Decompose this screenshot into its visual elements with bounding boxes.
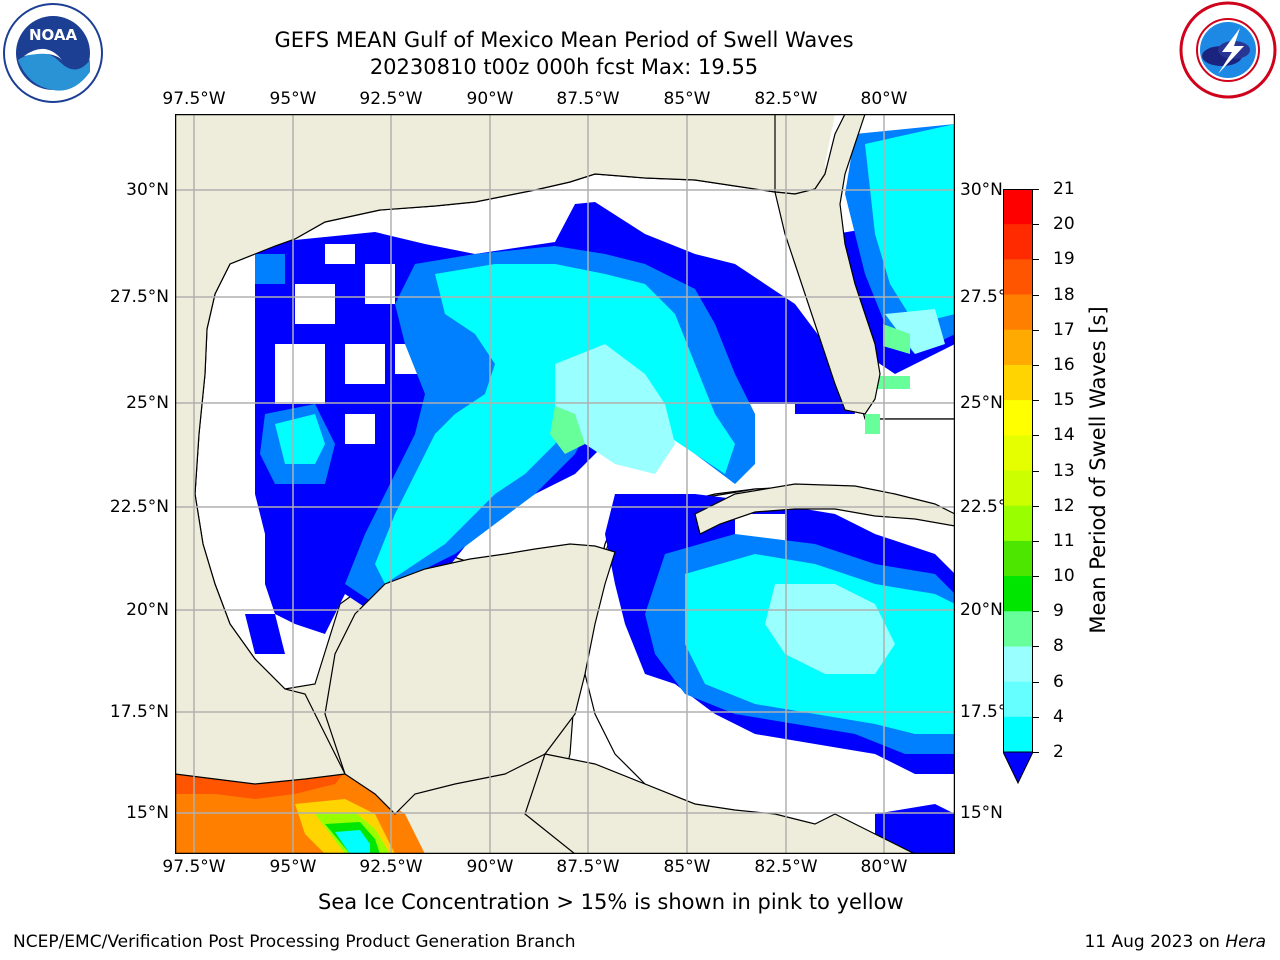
lon-label-bottom: 95°W <box>270 857 317 877</box>
footer-date: 11 Aug 2023 on Hera <box>1084 932 1266 952</box>
colorbar-swatch <box>1003 682 1033 718</box>
lat-label-left: 20°N <box>126 600 169 620</box>
lon-label-bottom: 87.5°W <box>556 857 619 877</box>
colorbar-tick-mark <box>1033 224 1039 225</box>
colorbar-tick-mark <box>1033 506 1039 507</box>
colorbar-swatch <box>1003 330 1033 366</box>
colorbar-tick-label: 4 <box>1053 707 1064 727</box>
colorbar-swatch <box>1003 506 1033 542</box>
colorbar-tick-mark <box>1033 576 1039 577</box>
lon-label-top: 80°W <box>861 89 908 109</box>
colorbar-tick-label: 16 <box>1053 355 1075 375</box>
lat-label-left: 30°N <box>126 180 169 200</box>
colorbar-tick-label: 12 <box>1053 496 1075 516</box>
colorbar-swatch <box>1003 646 1033 682</box>
colorbar-tick-mark <box>1033 752 1039 753</box>
colorbar-tick-label: 17 <box>1053 320 1075 340</box>
colorbar-swatch <box>1003 541 1033 577</box>
colorbar-tick-mark <box>1033 259 1039 260</box>
colorbar-tick-mark <box>1033 717 1039 718</box>
colorbar-swatch <box>1003 611 1033 647</box>
colorbar-swatch <box>1003 259 1033 295</box>
colorbar-extend-arrow <box>1003 752 1033 783</box>
chart-subtitle: 20230810 t00z 000h fcst Max: 19.55 <box>0 54 1128 80</box>
colorbar-tick-label: 8 <box>1053 636 1064 656</box>
lon-label-bottom: 80°W <box>861 857 908 877</box>
map-frame <box>175 114 955 854</box>
colorbar-tick-label: 18 <box>1053 285 1075 305</box>
lon-label-bottom: 97.5°W <box>162 857 225 877</box>
colorbar-swatch <box>1003 365 1033 401</box>
lon-label-bottom: 90°W <box>467 857 514 877</box>
lon-label-top: 92.5°W <box>359 89 422 109</box>
lat-label-right: 15°N <box>960 803 1003 823</box>
footer-date-text: 11 Aug 2023 on <box>1084 932 1225 952</box>
colorbar-swatch <box>1003 400 1033 436</box>
lon-label-bottom: 82.5°W <box>754 857 817 877</box>
lat-label-right: 20°N <box>960 600 1003 620</box>
colorbar-swatch <box>1003 576 1033 612</box>
colorbar-tick-mark <box>1033 682 1039 683</box>
colorbar <box>1003 189 1033 784</box>
lat-label-right: 25°N <box>960 393 1003 413</box>
lon-label-top: 95°W <box>270 89 317 109</box>
lon-label-bottom: 85°W <box>664 857 711 877</box>
noaa-logo: NOAA <box>2 2 104 104</box>
colorbar-tick-label: 11 <box>1053 531 1075 551</box>
colorbar-tick-label: 19 <box>1053 249 1075 269</box>
colorbar-tick-mark <box>1033 611 1039 612</box>
lon-label-top: 87.5°W <box>556 89 619 109</box>
lat-label-left: 25°N <box>126 393 169 413</box>
colorbar-tick-mark <box>1033 541 1039 542</box>
colorbar-tick-mark <box>1033 471 1039 472</box>
lon-label-bottom: 92.5°W <box>359 857 422 877</box>
sea-ice-note: Sea Ice Concentration > 15% is shown in … <box>318 890 904 914</box>
colorbar-tick-label: 21 <box>1053 179 1075 199</box>
colorbar-swatch <box>1003 471 1033 507</box>
nws-logo <box>1178 0 1278 100</box>
lon-label-top: 90°W <box>467 89 514 109</box>
colorbar-tick-label: 15 <box>1053 390 1075 410</box>
colorbar-label: Mean Period of Swell Waves [s] <box>1086 306 1110 633</box>
lon-label-top: 82.5°W <box>754 89 817 109</box>
colorbar-tick-mark <box>1033 435 1039 436</box>
colorbar-tick-mark <box>1033 295 1039 296</box>
footer-credit: NCEP/EMC/Verification Post Processing Pr… <box>13 932 576 952</box>
lat-label-left: 27.5°N <box>110 287 169 307</box>
colorbar-swatches <box>1003 189 1033 784</box>
lat-label-left: 17.5°N <box>110 702 169 722</box>
chart-title: GEFS MEAN Gulf of Mexico Mean Period of … <box>0 27 1128 53</box>
colorbar-swatch <box>1003 435 1033 471</box>
gulf-of-mexico-map <box>175 114 955 854</box>
colorbar-tick-mark <box>1033 646 1039 647</box>
lat-label-right: 30°N <box>960 180 1003 200</box>
colorbar-swatch <box>1003 189 1033 225</box>
colorbar-tick-label: 20 <box>1053 214 1075 234</box>
lat-label-left: 22.5°N <box>110 497 169 517</box>
colorbar-tick-mark <box>1033 330 1039 331</box>
colorbar-tick-label: 6 <box>1053 672 1064 692</box>
colorbar-tick-mark <box>1033 189 1039 190</box>
colorbar-tick-label: 2 <box>1053 742 1064 762</box>
colorbar-tick-label: 13 <box>1053 461 1075 481</box>
lat-label-left: 15°N <box>126 803 169 823</box>
colorbar-swatch <box>1003 717 1033 753</box>
colorbar-tick-label: 9 <box>1053 601 1064 621</box>
colorbar-tick-label: 10 <box>1053 566 1075 586</box>
colorbar-swatch <box>1003 295 1033 331</box>
colorbar-tick-label: 14 <box>1053 425 1075 445</box>
colorbar-tick-mark <box>1033 365 1039 366</box>
lon-label-top: 97.5°W <box>162 89 225 109</box>
colorbar-tick-mark <box>1033 400 1039 401</box>
colorbar-swatch <box>1003 224 1033 260</box>
footer-host: Hera <box>1225 932 1266 952</box>
lon-label-top: 85°W <box>664 89 711 109</box>
